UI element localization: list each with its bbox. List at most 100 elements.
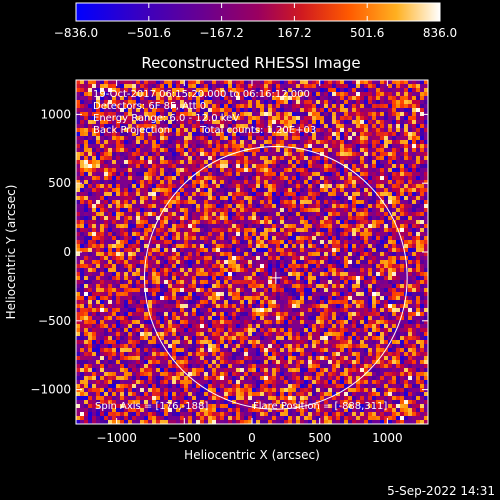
heatmap-cell bbox=[360, 188, 364, 192]
heatmap-cell bbox=[288, 132, 292, 136]
heatmap-cell bbox=[348, 216, 352, 220]
heatmap-cell bbox=[236, 268, 240, 272]
heatmap-cell bbox=[260, 260, 264, 264]
heatmap-cell bbox=[96, 228, 100, 232]
heatmap-cell bbox=[336, 244, 340, 248]
heatmap-cell bbox=[388, 128, 392, 132]
heatmap-cell bbox=[320, 96, 324, 100]
heatmap-cell bbox=[152, 108, 156, 112]
heatmap-cell bbox=[324, 216, 328, 220]
heatmap-cell bbox=[100, 208, 104, 212]
heatmap-cell bbox=[392, 272, 396, 276]
heatmap-cell bbox=[416, 144, 420, 148]
heatmap-cell bbox=[292, 200, 296, 204]
heatmap-cell bbox=[200, 236, 204, 240]
heatmap-cell bbox=[124, 172, 128, 176]
heatmap-cell bbox=[92, 224, 96, 228]
heatmap-cell bbox=[388, 164, 392, 168]
heatmap-cell bbox=[76, 216, 80, 220]
heatmap-cell bbox=[356, 300, 360, 304]
heatmap-cell bbox=[352, 292, 356, 296]
heatmap-cell bbox=[324, 208, 328, 212]
heatmap-cell bbox=[328, 132, 332, 136]
heatmap-cell bbox=[84, 168, 88, 172]
heatmap-cell bbox=[260, 116, 264, 120]
heatmap-cell bbox=[340, 128, 344, 132]
heatmap-cell bbox=[104, 220, 108, 224]
heatmap-cell bbox=[312, 204, 316, 208]
heatmap-cell bbox=[248, 256, 252, 260]
heatmap-cell bbox=[360, 88, 364, 92]
heatmap-cell bbox=[160, 188, 164, 192]
heatmap-cell bbox=[168, 272, 172, 276]
heatmap-cell bbox=[368, 300, 372, 304]
heatmap-cell bbox=[292, 228, 296, 232]
heatmap-cell bbox=[176, 180, 180, 184]
heatmap-cell bbox=[232, 140, 236, 144]
heatmap-cell bbox=[384, 116, 388, 120]
heatmap-cell bbox=[384, 188, 388, 192]
heatmap-cell bbox=[100, 252, 104, 256]
heatmap-cell bbox=[208, 236, 212, 240]
heatmap-cell bbox=[328, 268, 332, 272]
heatmap-cell bbox=[160, 80, 164, 84]
heatmap-cell bbox=[384, 240, 388, 244]
heatmap-cell bbox=[308, 148, 312, 152]
heatmap-cell bbox=[332, 172, 336, 176]
heatmap-cell bbox=[96, 224, 100, 228]
heatmap-cell bbox=[96, 196, 100, 200]
heatmap-cell bbox=[316, 220, 320, 224]
heatmap-cell bbox=[384, 276, 388, 280]
heatmap-cell bbox=[264, 196, 268, 200]
heatmap-cell bbox=[400, 168, 404, 172]
heatmap-cell bbox=[264, 228, 268, 232]
heatmap-cell bbox=[264, 128, 268, 132]
heatmap-cell bbox=[192, 300, 196, 304]
heatmap-cell bbox=[160, 200, 164, 204]
heatmap-cell bbox=[312, 296, 316, 300]
heatmap-cell bbox=[296, 212, 300, 216]
heatmap-cell bbox=[388, 88, 392, 92]
heatmap-cell bbox=[148, 276, 152, 280]
heatmap-cell bbox=[380, 276, 384, 280]
heatmap-cell bbox=[312, 256, 316, 260]
heatmap-cell bbox=[316, 176, 320, 180]
heatmap-cell bbox=[364, 264, 368, 268]
heatmap-cell bbox=[360, 100, 364, 104]
heatmap-cell bbox=[196, 232, 200, 236]
heatmap-cell bbox=[384, 280, 388, 284]
heatmap-cell bbox=[240, 176, 244, 180]
heatmap-cell bbox=[96, 148, 100, 152]
heatmap-cell bbox=[424, 204, 428, 208]
heatmap-cell bbox=[340, 296, 344, 300]
heatmap-cell bbox=[148, 108, 152, 112]
heatmap-cell bbox=[156, 124, 160, 128]
heatmap-cell bbox=[216, 88, 220, 92]
heatmap-cell bbox=[260, 136, 264, 140]
heatmap-cell bbox=[144, 260, 148, 264]
heatmap-cell bbox=[96, 112, 100, 116]
heatmap-cell bbox=[340, 208, 344, 212]
heatmap-cell bbox=[252, 264, 256, 268]
heatmap-cell bbox=[180, 200, 184, 204]
heatmap-cell bbox=[92, 148, 96, 152]
heatmap-cell bbox=[384, 200, 388, 204]
heatmap-cell bbox=[280, 104, 284, 108]
heatmap-cell bbox=[352, 144, 356, 148]
heatmap-cell bbox=[200, 140, 204, 144]
heatmap-cell bbox=[108, 268, 112, 272]
heatmap-cell bbox=[284, 256, 288, 260]
heatmap-cell bbox=[128, 212, 132, 216]
heatmap-cell bbox=[160, 144, 164, 148]
heatmap-cell bbox=[132, 188, 136, 192]
heatmap-cell bbox=[300, 264, 304, 268]
heatmap-cell bbox=[248, 88, 252, 92]
heatmap-cell bbox=[76, 292, 80, 296]
heatmap-cell bbox=[192, 148, 196, 152]
heatmap-cell bbox=[168, 216, 172, 220]
heatmap-cell bbox=[144, 276, 148, 280]
heatmap-cell bbox=[236, 248, 240, 252]
heatmap-cell bbox=[100, 128, 104, 132]
heatmap-cell bbox=[404, 272, 408, 276]
heatmap-cell bbox=[116, 188, 120, 192]
